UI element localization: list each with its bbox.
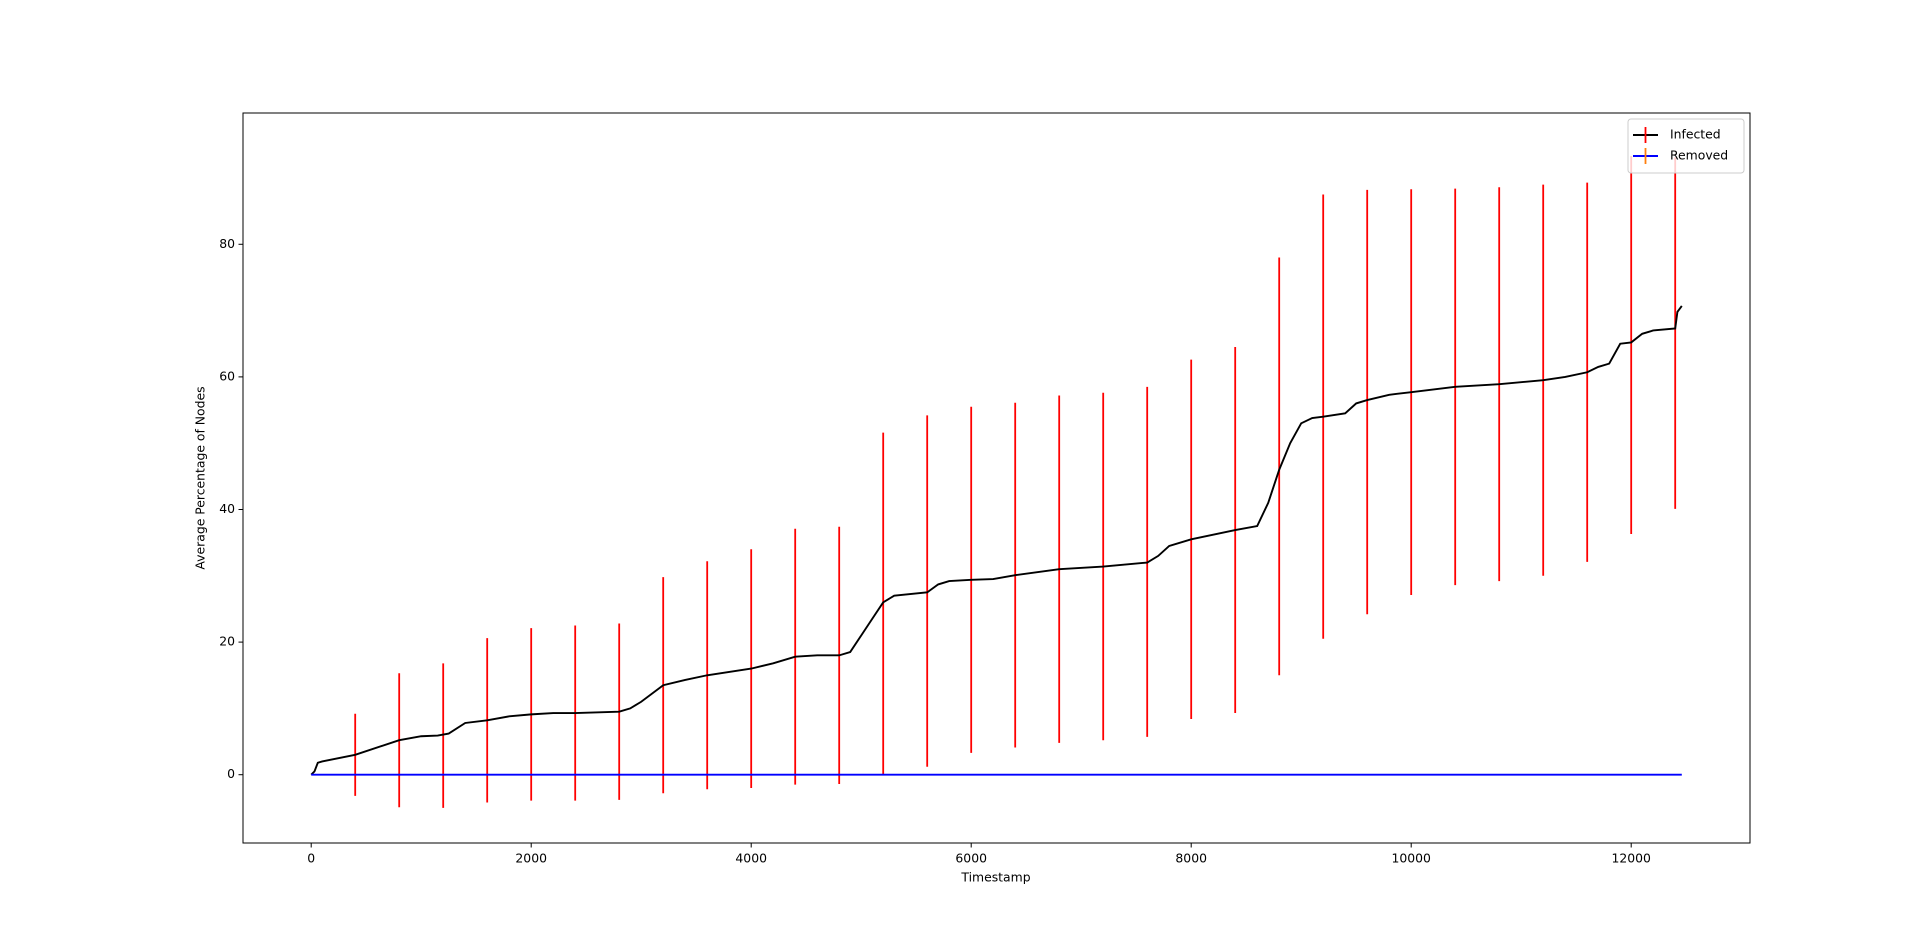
- y-axis-label: Average Percentage of Nodes: [193, 386, 208, 569]
- x-tick-label: 8000: [1175, 851, 1207, 866]
- plot-frame: [242, 112, 1751, 844]
- x-tick-label: 6000: [955, 851, 987, 866]
- legend-label: Removed: [1670, 148, 1728, 163]
- x-tick-label: 2000: [515, 851, 547, 866]
- series-line: [310, 305, 1683, 776]
- x-tick-label: 10000: [1391, 851, 1431, 866]
- legend-box: [1627, 118, 1745, 174]
- y-tick-label: 80: [219, 236, 235, 251]
- x-axis-label: Timestamp: [960, 870, 1030, 885]
- plot-area: [310, 156, 1683, 808]
- y-tick-label: 20: [219, 634, 235, 649]
- x-tick-label: 4000: [735, 851, 767, 866]
- x-tick-label: 0: [307, 851, 315, 866]
- x-tick-label: 12000: [1611, 851, 1651, 866]
- y-tick-label: 0: [227, 766, 235, 781]
- y-tick-label: 60: [219, 368, 235, 383]
- legend-label: Infected: [1670, 127, 1721, 142]
- y-tick-label: 40: [219, 501, 235, 516]
